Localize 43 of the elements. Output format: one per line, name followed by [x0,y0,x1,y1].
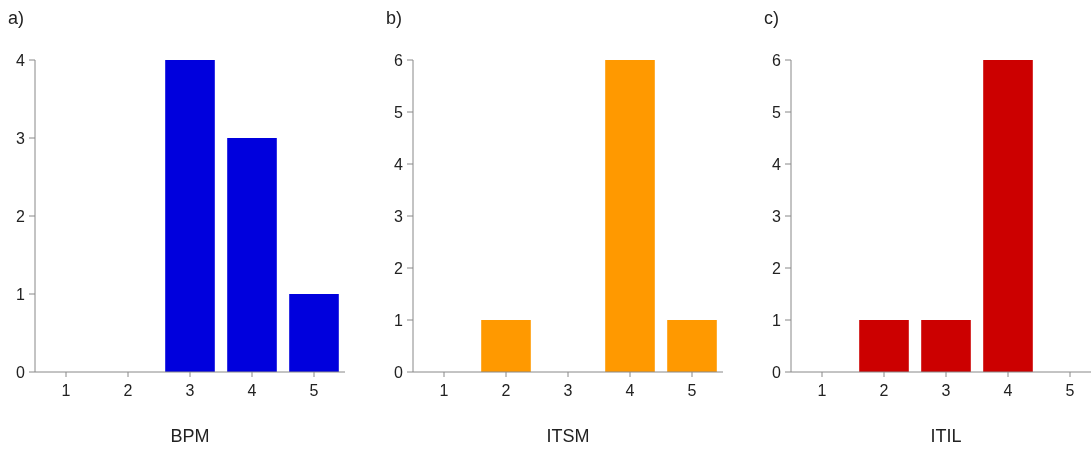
y-tick-label: 4 [772,155,782,173]
chart-title: a) [8,8,25,28]
x-tick-label: 3 [185,382,195,399]
x-tick-label: 2 [879,382,889,399]
y-tick-label: 1 [772,311,782,329]
x-tick-label: 5 [309,382,319,399]
chart-title: b) [386,8,403,28]
y-tick-label: 5 [394,103,404,121]
x-tick-label: 5 [687,382,697,399]
y-tick-label: 4 [394,155,404,173]
x-tick-label: 1 [439,382,449,399]
x-tick-label: 1 [817,382,827,399]
bar [165,60,215,372]
x-tick-label: 1 [61,382,71,399]
y-tick-label: 0 [772,363,782,381]
x-tick-label: 4 [1003,382,1013,399]
y-tick-label: 0 [394,363,404,381]
x-axis-title: ITIL [930,426,962,446]
x-tick-label: 4 [247,382,257,399]
bar [227,138,277,372]
x-axis-title: BPM [170,426,210,446]
y-tick-label: 2 [772,259,782,277]
x-tick-label: 3 [941,382,951,399]
bar [289,294,339,372]
x-tick-label: 3 [563,382,573,399]
y-tick-label: 2 [394,259,404,277]
x-tick-label: 2 [501,382,511,399]
y-tick-label: 3 [16,129,26,147]
y-tick-label: 3 [772,207,782,225]
chart-title: c) [764,8,779,28]
x-tick-label: 4 [625,382,635,399]
x-tick-label: 2 [123,382,133,399]
y-tick-label: 2 [16,207,26,225]
y-tick-label: 6 [772,51,782,69]
y-tick-label: 4 [16,51,26,69]
y-tick-label: 1 [394,311,404,329]
y-tick-label: 1 [16,285,26,303]
y-tick-label: 0 [16,363,26,381]
y-tick-label: 6 [394,51,404,69]
y-tick-label: 3 [394,207,404,225]
x-tick-label: 5 [1065,382,1075,399]
y-tick-label: 5 [772,103,782,121]
x-axis-title: ITSM [546,426,590,446]
